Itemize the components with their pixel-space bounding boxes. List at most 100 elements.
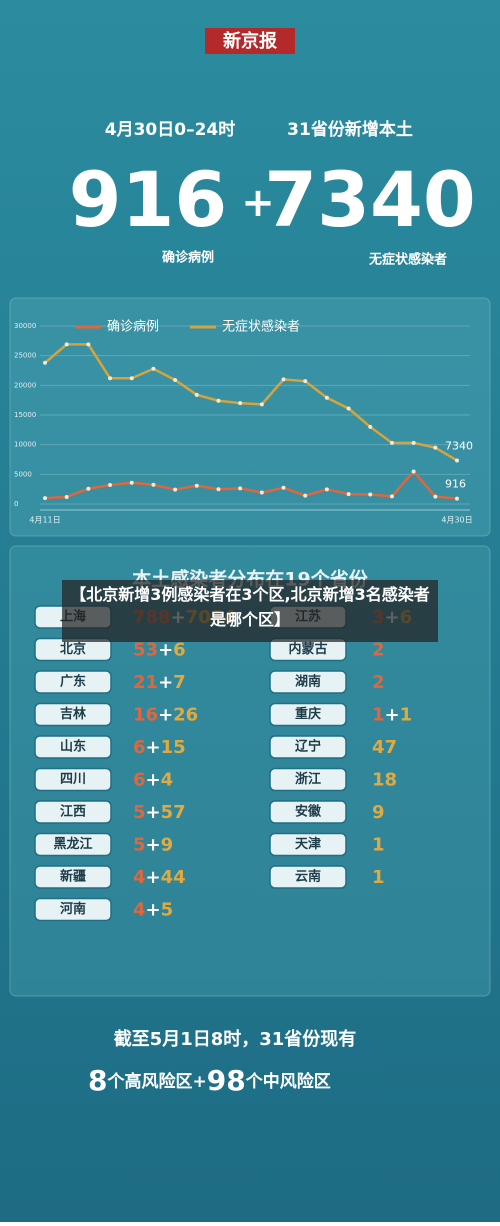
point — [108, 483, 113, 488]
point — [455, 496, 459, 501]
footer-line: 截至5月1日8时，31省份现有 — [114, 1028, 357, 1050]
end-label: 916 — [445, 478, 466, 491]
plus: + — [146, 835, 161, 856]
point — [281, 377, 286, 382]
y-tick-label: 0 — [14, 500, 18, 508]
point — [281, 485, 286, 490]
province-pill — [34, 897, 112, 922]
point — [455, 458, 459, 463]
province-pill — [269, 702, 347, 727]
province-values: 21+7 — [133, 672, 186, 693]
province-values: 47 — [372, 737, 397, 758]
asymptomatic-count: 1 — [372, 835, 385, 856]
point — [411, 469, 416, 474]
asymptomatic-count: 57 — [161, 802, 186, 823]
point — [324, 487, 329, 492]
y-tick-label: 15000 — [14, 411, 36, 419]
province-pill — [34, 670, 112, 694]
overlay-caption[interactable]: 【北京新增3例感染者在3个区,北京新增3名感染者是哪个区】 — [70, 585, 430, 629]
date: 4月30日0–24时 — [105, 120, 235, 140]
point — [129, 480, 134, 485]
plus: + — [146, 867, 161, 888]
chart-panel — [9, 297, 491, 537]
plus: + — [146, 802, 161, 823]
confirmed-count: 53 — [133, 640, 158, 661]
confirmed-count: 4 — [133, 867, 146, 888]
province-name: 河南 — [60, 901, 86, 917]
province-name: 吉林 — [60, 706, 86, 722]
point — [108, 376, 113, 381]
province-values: 4+44 — [133, 867, 186, 888]
province-name: 湖南 — [295, 674, 321, 690]
confirmed-count: 16 — [133, 705, 158, 726]
point — [194, 483, 199, 488]
high-count: 8 — [88, 1064, 107, 1097]
point — [238, 401, 243, 406]
point — [346, 406, 351, 411]
plus: + — [385, 705, 400, 726]
province-pill — [34, 832, 112, 857]
province-name: 北京 — [60, 641, 86, 657]
province-values: 1+1 — [372, 705, 412, 726]
plus: + — [158, 705, 173, 726]
province-name: 重庆 — [295, 706, 321, 722]
province-pill — [269, 735, 347, 759]
province-name: 黑龙江 — [53, 836, 92, 852]
point — [216, 487, 221, 492]
asymptomatic-count: 1 — [400, 705, 413, 726]
province-values: 6+4 — [133, 770, 173, 791]
point — [86, 486, 91, 491]
province-pill — [269, 670, 347, 694]
point — [389, 440, 394, 445]
province-name: 云南 — [295, 869, 321, 885]
plus: + — [158, 640, 173, 661]
province-pill — [34, 800, 112, 824]
asymptomatic-count: 44 — [161, 867, 186, 888]
province-values: 5+9 — [133, 835, 173, 856]
asymptomatic-count: 5 — [161, 900, 174, 921]
point — [173, 377, 178, 382]
province-name: 山东 — [60, 739, 86, 755]
asymptomatic-count: 26 — [173, 705, 198, 726]
y-tick-label: 30000 — [14, 322, 36, 330]
province-pill — [34, 702, 112, 727]
asymptomatic-count: 47 — [372, 737, 397, 758]
province-values: 16+26 — [133, 705, 198, 726]
province-values: 1 — [372, 867, 385, 888]
point — [151, 366, 156, 371]
asymptomatic-count: 7 — [173, 672, 186, 693]
mid-label: 个中风险区 — [245, 1071, 331, 1092]
province-values: 4+5 — [133, 900, 173, 921]
province-values: 53+6 — [133, 640, 186, 661]
point — [86, 342, 91, 347]
point — [389, 494, 394, 499]
point — [368, 492, 373, 497]
province-values: 2 — [372, 640, 385, 661]
province-values: 9 — [372, 802, 385, 823]
point — [411, 440, 416, 445]
y-tick-label: 20000 — [14, 381, 36, 389]
province-values: 6+15 — [133, 737, 186, 758]
confirmed-count: 6 — [133, 770, 146, 791]
province-values: 1 — [372, 835, 385, 856]
province-pill — [34, 865, 112, 889]
province-name: 浙江 — [295, 771, 321, 787]
point — [238, 486, 243, 491]
confirmed-count: 5 — [133, 802, 146, 823]
y-tick-label: 25000 — [14, 352, 36, 360]
point — [216, 398, 221, 403]
x-tick-label: 4月30日 — [441, 516, 472, 525]
high-label: 个高风险区+ — [106, 1071, 206, 1092]
province-pill — [34, 735, 112, 759]
plus: + — [241, 180, 275, 226]
table-panel — [9, 545, 491, 997]
logo-box — [205, 28, 295, 54]
point — [303, 379, 308, 384]
asymptomatic-number: 7340 — [264, 155, 476, 244]
line-chart: 0 5000 10000 15000 20000 25000 30000 4月11日 4月30日… — [14, 319, 473, 525]
confirmed-count: 1 — [372, 705, 385, 726]
asymptomatic-count: 9 — [372, 802, 385, 823]
confirmed-count: 5 — [133, 835, 146, 856]
asymptomatic-label: 无症状感染者 — [368, 252, 447, 268]
